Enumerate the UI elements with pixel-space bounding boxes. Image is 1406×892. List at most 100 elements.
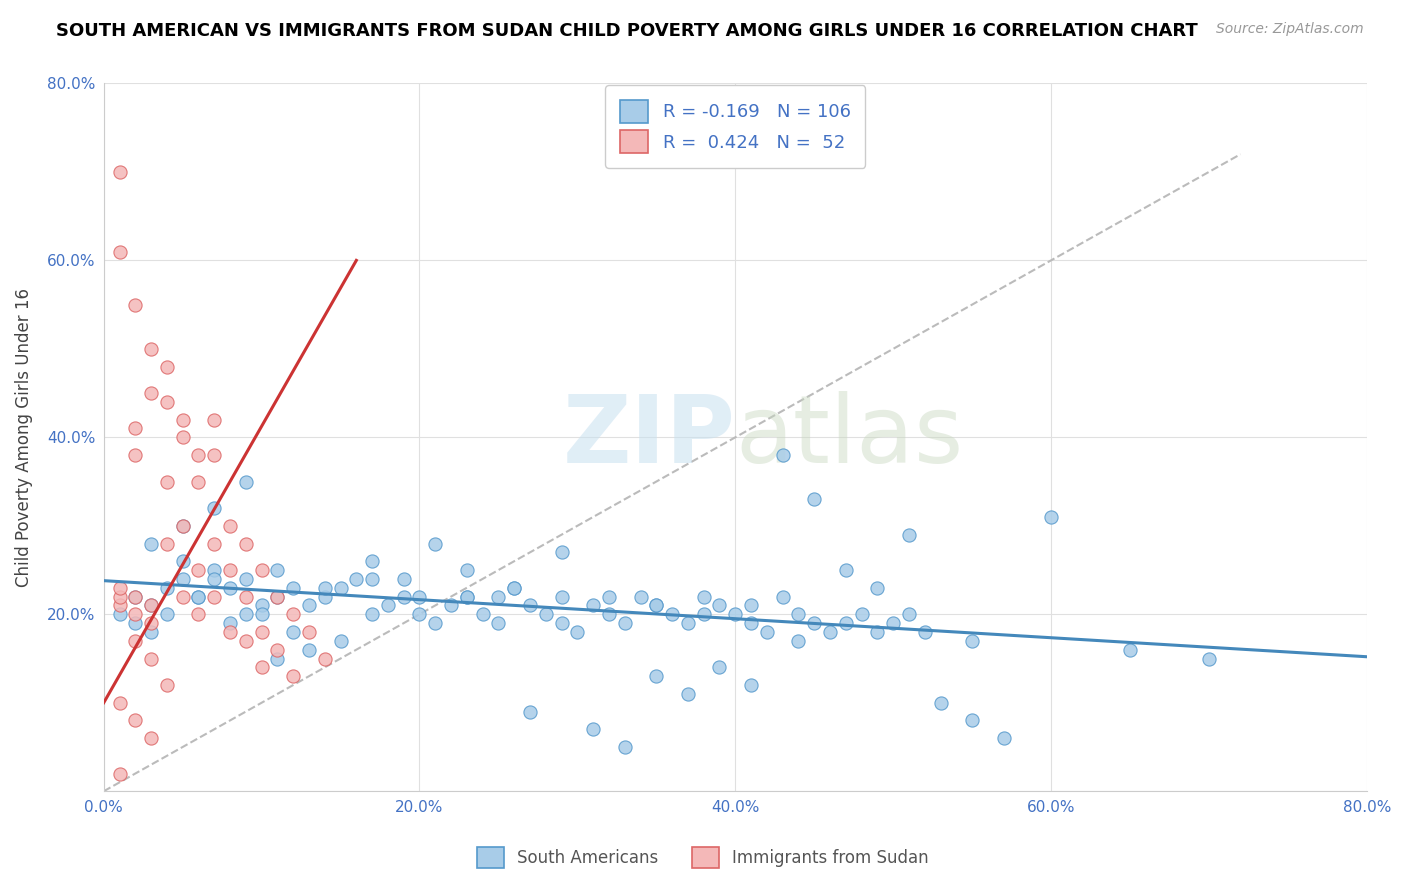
- Point: [172, 518, 194, 533]
- Point: [266, 563, 288, 577]
- Point: [519, 599, 541, 613]
- Point: [456, 590, 478, 604]
- Point: [534, 607, 557, 622]
- Point: [124, 633, 146, 648]
- Point: [314, 590, 336, 604]
- Point: [914, 624, 936, 639]
- Point: [202, 572, 225, 586]
- Point: [235, 590, 257, 604]
- Legend: South Americans, Immigrants from Sudan: South Americans, Immigrants from Sudan: [471, 840, 935, 875]
- Point: [488, 590, 510, 604]
- Point: [139, 651, 162, 665]
- Point: [124, 590, 146, 604]
- Point: [139, 599, 162, 613]
- Point: [187, 563, 209, 577]
- Point: [960, 633, 983, 648]
- Point: [298, 599, 321, 613]
- Point: [550, 616, 572, 631]
- Point: [187, 607, 209, 622]
- Point: [108, 590, 131, 604]
- Point: [755, 624, 778, 639]
- Point: [108, 599, 131, 613]
- Point: [1119, 642, 1142, 657]
- Point: [503, 581, 526, 595]
- Point: [724, 607, 747, 622]
- Point: [187, 448, 209, 462]
- Point: [471, 607, 494, 622]
- Point: [787, 607, 810, 622]
- Point: [709, 660, 731, 674]
- Point: [598, 607, 620, 622]
- Point: [567, 624, 589, 639]
- Point: [139, 536, 162, 550]
- Point: [709, 599, 731, 613]
- Point: [661, 607, 683, 622]
- Text: atlas: atlas: [735, 392, 963, 483]
- Point: [202, 563, 225, 577]
- Point: [866, 581, 889, 595]
- Point: [519, 705, 541, 719]
- Point: [772, 590, 794, 604]
- Point: [172, 412, 194, 426]
- Point: [219, 616, 242, 631]
- Point: [156, 359, 179, 374]
- Point: [692, 590, 714, 604]
- Point: [202, 536, 225, 550]
- Point: [645, 599, 668, 613]
- Text: Source: ZipAtlas.com: Source: ZipAtlas.com: [1216, 22, 1364, 37]
- Point: [202, 590, 225, 604]
- Point: [156, 607, 179, 622]
- Point: [172, 518, 194, 533]
- Point: [329, 633, 352, 648]
- Point: [108, 607, 131, 622]
- Point: [993, 731, 1015, 746]
- Point: [488, 616, 510, 631]
- Point: [314, 581, 336, 595]
- Point: [329, 581, 352, 595]
- Point: [425, 616, 447, 631]
- Point: [124, 298, 146, 312]
- Point: [187, 590, 209, 604]
- Point: [235, 572, 257, 586]
- Point: [172, 590, 194, 604]
- Point: [156, 395, 179, 409]
- Point: [266, 590, 288, 604]
- Point: [202, 448, 225, 462]
- Point: [692, 607, 714, 622]
- Point: [124, 607, 146, 622]
- Point: [283, 624, 305, 639]
- Point: [139, 731, 162, 746]
- Point: [172, 554, 194, 568]
- Point: [440, 599, 463, 613]
- Point: [139, 386, 162, 401]
- Point: [582, 599, 605, 613]
- Point: [835, 563, 858, 577]
- Point: [124, 616, 146, 631]
- Point: [250, 607, 273, 622]
- Point: [550, 590, 572, 604]
- Point: [172, 430, 194, 444]
- Point: [456, 563, 478, 577]
- Point: [361, 572, 384, 586]
- Point: [818, 624, 841, 639]
- Point: [124, 714, 146, 728]
- Point: [124, 421, 146, 435]
- Point: [235, 607, 257, 622]
- Point: [219, 518, 242, 533]
- Point: [408, 590, 430, 604]
- Point: [298, 642, 321, 657]
- Point: [202, 412, 225, 426]
- Point: [613, 739, 636, 754]
- Point: [676, 687, 699, 701]
- Point: [283, 607, 305, 622]
- Point: [866, 624, 889, 639]
- Point: [929, 696, 952, 710]
- Point: [803, 616, 825, 631]
- Point: [187, 475, 209, 489]
- Point: [740, 678, 762, 692]
- Point: [108, 165, 131, 179]
- Point: [740, 599, 762, 613]
- Point: [250, 624, 273, 639]
- Point: [377, 599, 399, 613]
- Point: [124, 590, 146, 604]
